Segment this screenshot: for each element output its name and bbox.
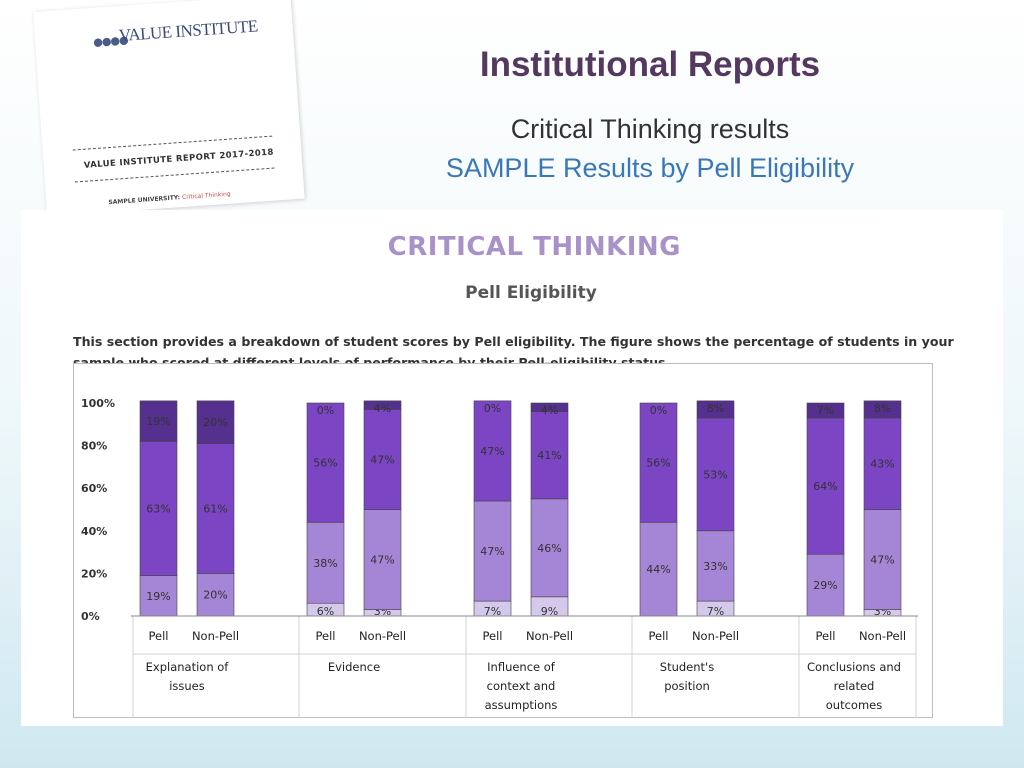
bar-segment xyxy=(806,402,845,419)
y-tick-label: 20% xyxy=(81,567,107,580)
group-label: Explanation of xyxy=(146,660,230,674)
y-tick-label: 80% xyxy=(81,440,107,453)
data-label: 53% xyxy=(703,468,727,481)
data-label: 19% xyxy=(146,415,170,428)
data-label: 20% xyxy=(203,416,227,429)
bar-segment xyxy=(863,509,902,610)
group-label: Conclusions and xyxy=(807,660,901,674)
data-label: 47% xyxy=(370,554,394,567)
bar-category-label: Non-Pell xyxy=(359,629,406,643)
bar-segment xyxy=(363,409,402,510)
data-label: 44% xyxy=(646,563,670,576)
bar-category-label: Pell xyxy=(483,629,503,643)
slide-title: Institutional Reports xyxy=(479,45,821,84)
data-label: 64% xyxy=(813,480,837,493)
bar-segment xyxy=(530,411,569,500)
panel-title: CRITICAL THINKING xyxy=(387,232,681,262)
bar-segment xyxy=(196,443,235,574)
data-label: 47% xyxy=(870,554,894,567)
data-label: 33% xyxy=(703,560,727,573)
group-label: related xyxy=(834,679,875,693)
bar-segment xyxy=(306,521,345,604)
cover-logo: VALUE INSTITUTE xyxy=(118,16,259,46)
bar-segment xyxy=(530,402,569,412)
bar-segment xyxy=(196,573,235,617)
slide-subtitle: Critical Thinking results xyxy=(510,114,790,144)
bar-segment xyxy=(806,417,845,555)
data-label: 19% xyxy=(146,590,170,603)
cover-report-title: VALUE INSTITUTE REPORT 2017-2018 xyxy=(83,147,275,171)
data-label: 7% xyxy=(707,605,724,618)
stacked-bar-chart: 100% 80% 60% 40% 20% 0% 0% 19% 63% 19% Pell 0% 20% 61… xyxy=(73,363,933,718)
group-label: Student's xyxy=(660,660,714,674)
data-label: 0% xyxy=(317,404,334,417)
bar-segment xyxy=(139,400,178,442)
bar-segment xyxy=(639,402,678,523)
data-label: 47% xyxy=(480,445,504,458)
data-label: 0% xyxy=(484,402,501,415)
bar-segment xyxy=(863,417,902,510)
data-label: 8% xyxy=(707,402,724,415)
bar-segment xyxy=(473,400,512,502)
data-label: 0% xyxy=(650,404,667,417)
bar-category-label: Pell xyxy=(816,629,836,643)
y-tick-label: 40% xyxy=(81,525,107,538)
data-label: 7% xyxy=(484,605,501,618)
bar-segment xyxy=(363,400,402,410)
cover-divider-top xyxy=(72,135,273,151)
data-label: 47% xyxy=(480,545,504,558)
data-label: 47% xyxy=(370,453,394,466)
bar-segment xyxy=(696,417,735,532)
bar-category-label: Non-Pell xyxy=(192,629,239,643)
bar-category-label: Pell xyxy=(316,629,336,643)
data-label: 4% xyxy=(541,404,558,417)
report-panel: CRITICAL THINKING Pell Eligibility This … xyxy=(21,210,1003,726)
group-label: assumptions xyxy=(485,698,558,712)
bar-category-label: Pell xyxy=(649,629,669,643)
group-label: Evidence xyxy=(328,660,380,674)
group-label: context and xyxy=(487,679,556,693)
data-label: 6% xyxy=(317,605,334,618)
bar-segment xyxy=(306,402,345,523)
bar-category-label: Non-Pell xyxy=(859,629,906,643)
data-label: 56% xyxy=(313,457,337,470)
bar-segment xyxy=(863,400,902,419)
bar-category-label: Non-Pell xyxy=(692,629,739,643)
bar-segment xyxy=(473,500,512,602)
data-label: 46% xyxy=(537,542,561,555)
data-label: 41% xyxy=(537,449,561,462)
group-label: outcomes xyxy=(826,698,882,712)
bar-segment xyxy=(639,521,678,617)
data-label: 61% xyxy=(203,502,227,515)
group-label: position xyxy=(664,679,710,693)
bar-segment xyxy=(696,400,735,419)
data-label: 43% xyxy=(870,458,894,471)
cover-divider-bottom xyxy=(74,167,275,183)
group-label: issues xyxy=(169,679,205,693)
data-label: 4% xyxy=(374,402,391,415)
bar-segment xyxy=(363,509,402,610)
y-tick-label: 60% xyxy=(81,482,107,495)
panel-subtitle: Pell Eligibility xyxy=(465,283,597,303)
report-cover-image: ●●●● VALUE INSTITUTE VALUE INSTITUTE REP… xyxy=(33,0,305,217)
bar-segment xyxy=(196,400,235,444)
bar-segment xyxy=(530,498,569,598)
bar-category-label: Non-Pell xyxy=(526,629,573,643)
slide-subtitle-pell: SAMPLE Results by Pell Eligibility xyxy=(445,153,855,183)
bar-segment xyxy=(696,530,735,602)
group-label: Influence of xyxy=(487,660,556,674)
data-label: 38% xyxy=(313,557,337,570)
data-label: 7% xyxy=(817,404,834,417)
y-tick-label: 0% xyxy=(81,610,100,623)
data-label: 56% xyxy=(646,457,670,470)
bar-category-label: Pell xyxy=(149,629,169,643)
y-tick-label: 100% xyxy=(81,397,115,410)
data-label: 29% xyxy=(813,579,837,592)
data-label: 9% xyxy=(541,605,558,618)
data-label: 20% xyxy=(203,589,227,602)
data-label: 63% xyxy=(146,502,170,515)
cover-university: SAMPLE UNIVERSITY: Critical Thinking xyxy=(108,190,231,207)
data-label: 8% xyxy=(874,402,891,415)
